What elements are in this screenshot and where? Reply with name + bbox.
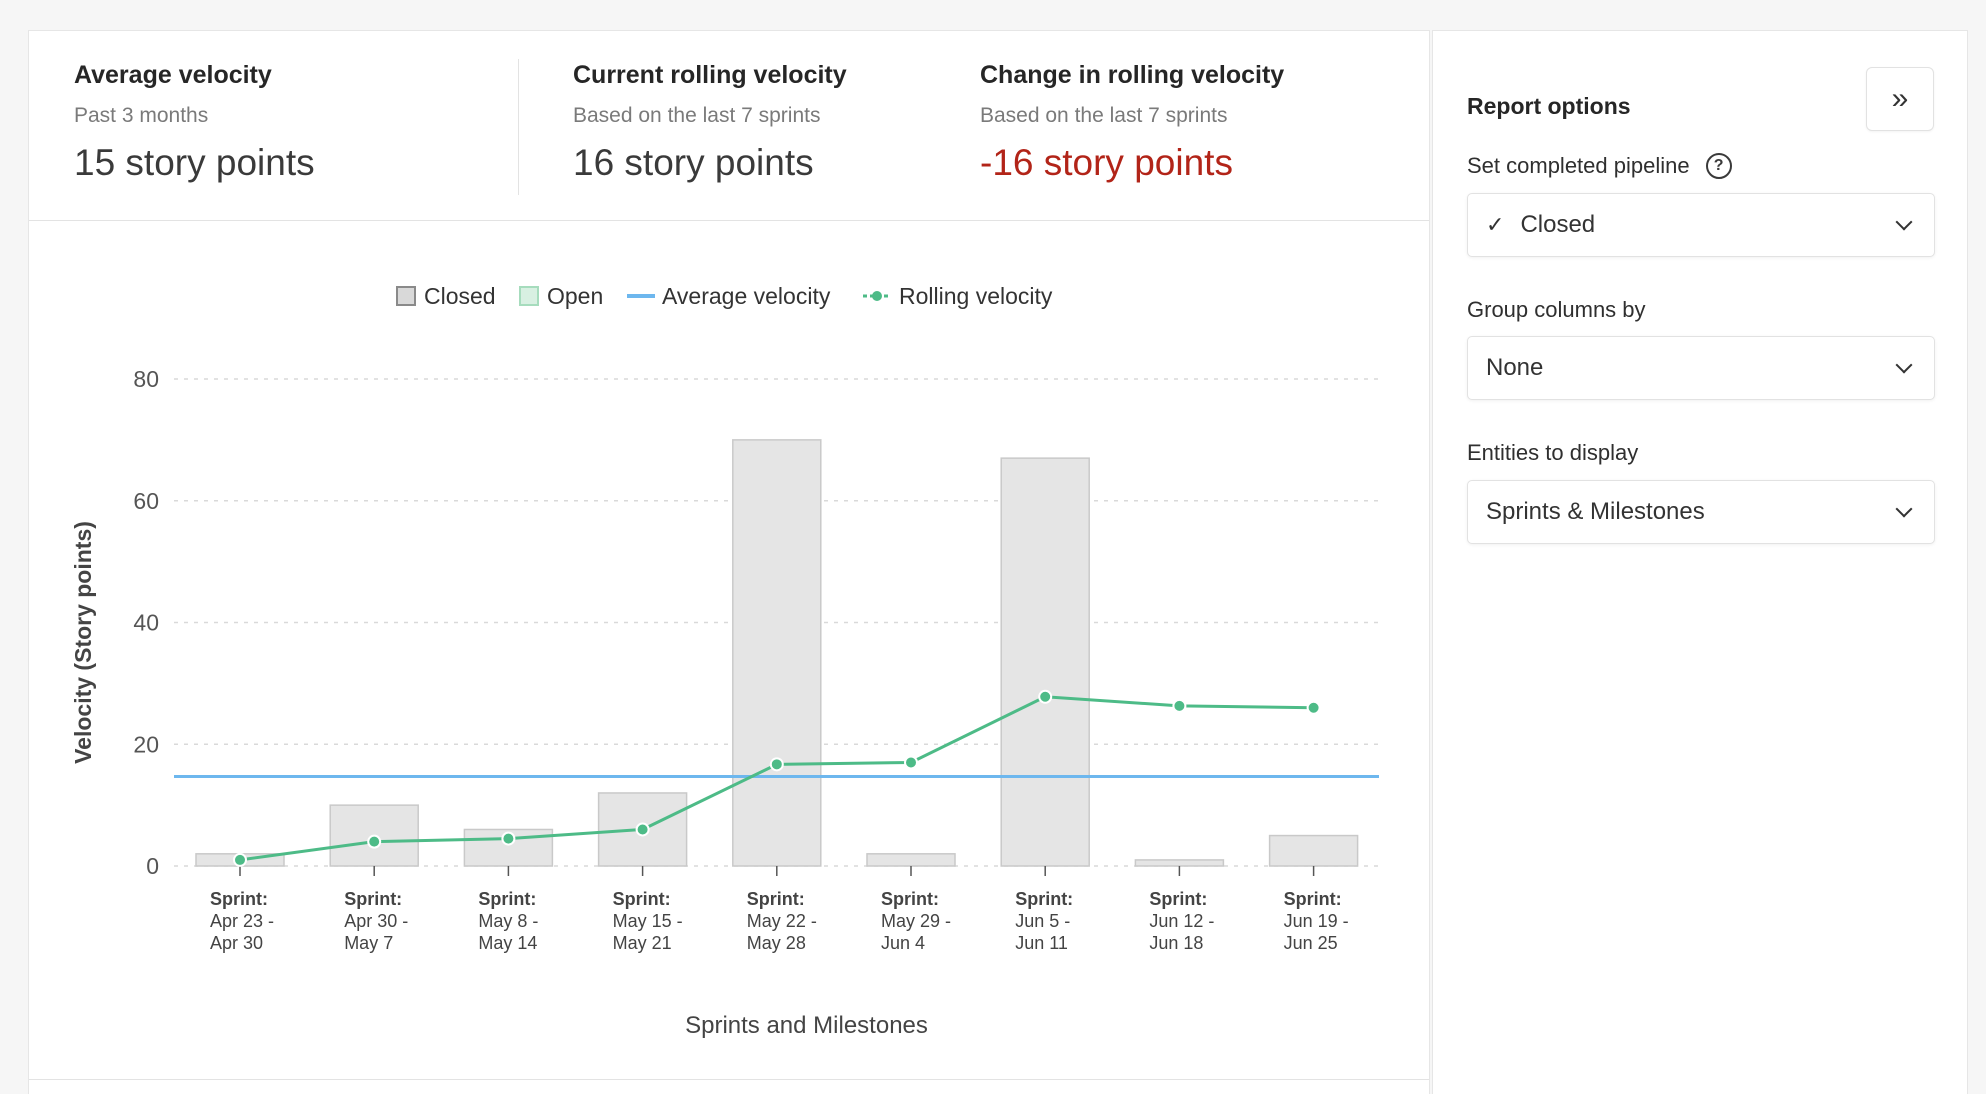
- y-tick-label: 80: [133, 366, 159, 392]
- rolling-velocity-point: [904, 755, 918, 770]
- x-tick-label: Sprint:: [613, 889, 671, 909]
- chevron-down-icon: [1895, 356, 1913, 374]
- x-tick-label: Apr 30 -: [344, 911, 408, 931]
- x-tick-label: Sprint:: [1284, 889, 1342, 909]
- rolling-velocity-point: [1306, 700, 1321, 715]
- rolling-velocity-point: [635, 822, 650, 837]
- bar-closed: [866, 853, 956, 867]
- rolling-velocity-point: [233, 852, 247, 867]
- x-tick-label: Jun 12 -: [1149, 911, 1214, 931]
- x-tick-label: May 21: [613, 933, 672, 953]
- stat-subtitle: Based on the last 7 sprints: [573, 104, 821, 127]
- stat-title: Average velocity: [74, 61, 272, 89]
- x-tick-label: Sprint:: [344, 889, 402, 909]
- x-tick-label: Sprint:: [478, 889, 536, 909]
- x-tick-label: May 22 -: [747, 911, 817, 931]
- select-value: Closed: [1520, 211, 1596, 238]
- x-tick-label: Sprint:: [210, 889, 268, 909]
- legend-rolling-label: Rolling velocity: [899, 283, 1053, 309]
- y-tick-label: 20: [133, 731, 159, 757]
- legend-closed-swatch: [396, 286, 416, 306]
- rolling-velocity-point: [367, 834, 382, 849]
- x-tick-label: Jun 18: [1149, 933, 1203, 953]
- rolling-velocity-point: [769, 757, 784, 772]
- stat-subtitle: Based on the last 7 sprints: [980, 104, 1228, 127]
- x-tick-label: Apr 30: [210, 933, 263, 953]
- stat-change-rolling-velocity: Change in rolling velocity Based on the …: [980, 61, 1284, 184]
- stats-header: Average velocity Past 3 months 15 story …: [29, 31, 1429, 221]
- stat-title: Current rolling velocity: [573, 61, 847, 89]
- stat-current-rolling-velocity: Current rolling velocity Based on the la…: [573, 61, 847, 184]
- completed-pipeline-select[interactable]: ✓ Closed: [1467, 193, 1935, 257]
- select-value: None: [1486, 354, 1544, 381]
- report-options-panel: Report options » Set completed pipeline …: [1432, 30, 1968, 1094]
- x-tick-label: May 28: [747, 933, 806, 953]
- x-tick-label: Sprint:: [747, 889, 805, 909]
- entities-select[interactable]: Sprints & Milestones: [1467, 480, 1935, 544]
- x-tick-label: Sprint:: [1015, 889, 1073, 909]
- stat-average-velocity: Average velocity Past 3 months 15 story …: [74, 61, 315, 184]
- x-tick-label: Sprint:: [881, 889, 939, 909]
- x-tick-label: Jun 11: [1015, 933, 1068, 953]
- legend-closed-label: Closed: [424, 283, 496, 309]
- stat-title: Change in rolling velocity: [980, 61, 1285, 89]
- y-tick-label: 60: [133, 488, 159, 514]
- group-columns-select[interactable]: None: [1467, 336, 1935, 400]
- stat-value: 16 story points: [573, 142, 814, 183]
- check-icon: ✓: [1486, 212, 1505, 237]
- y-axis-label: Velocity (Story points): [70, 521, 96, 764]
- x-tick-label: Jun 5 -: [1015, 911, 1070, 931]
- rolling-velocity-point: [501, 831, 516, 846]
- bar-closed: [1000, 457, 1090, 867]
- stat-value: 15 story points: [74, 142, 315, 183]
- y-tick-label: 0: [146, 853, 159, 879]
- x-tick-label: May 14: [478, 933, 537, 953]
- velocity-report-card: Average velocity Past 3 months 15 story …: [28, 30, 1430, 1094]
- x-tick-label: May 15 -: [613, 911, 683, 931]
- x-tick-label: Jun 19 -: [1284, 911, 1349, 931]
- collapse-panel-button[interactable]: »: [1866, 67, 1934, 131]
- entities-label: Entities to display: [1467, 440, 1638, 466]
- bar-closed: [1134, 859, 1225, 867]
- help-icon[interactable]: ?: [1705, 153, 1732, 179]
- rolling-velocity-point: [1172, 698, 1187, 713]
- stat-divider: [518, 59, 519, 195]
- bar-closed: [732, 439, 822, 867]
- stat-value-negative: -16 story points: [980, 142, 1233, 183]
- legend-rolling-dot: [872, 291, 882, 301]
- legend-open-label: Open: [547, 283, 603, 309]
- x-tick-label: Jun 25: [1284, 933, 1338, 953]
- select-value: Sprints & Milestones: [1486, 498, 1705, 525]
- legend-average-label: Average velocity: [662, 283, 831, 309]
- bar-closed: [1268, 834, 1359, 867]
- x-tick-label: May 7: [344, 933, 393, 953]
- group-columns-label: Group columns by: [1467, 297, 1646, 323]
- completed-pipeline-label: Set completed pipeline ?: [1467, 153, 1732, 179]
- rolling-velocity-point: [1038, 689, 1053, 704]
- y-tick-label: 40: [133, 610, 159, 636]
- card-divider: [29, 1079, 1429, 1080]
- field-label-text: Set completed pipeline: [1467, 153, 1690, 178]
- chevron-down-icon: [1895, 500, 1913, 518]
- x-tick-label: Apr 23 -: [210, 911, 274, 931]
- field-label-text: Entities to display: [1467, 440, 1639, 465]
- x-tick-label: May 8 -: [478, 911, 538, 931]
- x-tick-label: May 29 -: [881, 911, 951, 931]
- field-label-text: Group columns by: [1467, 297, 1646, 322]
- panel-title: Report options: [1467, 93, 1631, 119]
- stat-subtitle: Past 3 months: [74, 104, 209, 127]
- chevron-down-icon: [1895, 213, 1913, 231]
- x-tick-label: Sprint:: [1149, 889, 1207, 909]
- x-axis-label: Sprints and Milestones: [685, 1012, 928, 1039]
- double-chevron-right-icon: »: [1891, 82, 1909, 115]
- legend-open-swatch: [519, 286, 539, 306]
- x-tick-label: Jun 4: [881, 933, 925, 953]
